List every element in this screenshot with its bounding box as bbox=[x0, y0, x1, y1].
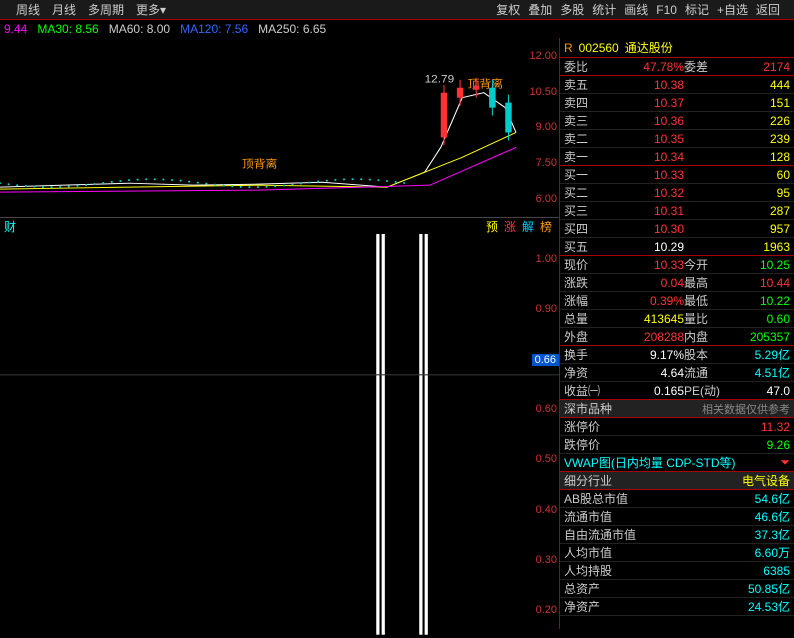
info-row: 财 预涨解榜 bbox=[0, 218, 559, 234]
menu-item[interactable]: 标记 bbox=[685, 3, 709, 17]
menu-item[interactable]: 周线 bbox=[16, 3, 40, 17]
industry-header: 细分行业电气设备 bbox=[560, 472, 794, 490]
menu-item[interactable]: 叠加 bbox=[528, 3, 552, 17]
bid-row: 买四10.30957 bbox=[560, 220, 794, 238]
ask-row: 卖三10.36226 bbox=[560, 112, 794, 130]
axis-tick: 0.60 bbox=[536, 403, 557, 415]
ask-row: 卖一10.34128 bbox=[560, 148, 794, 166]
limit-row: 跌停价9.26 bbox=[560, 436, 794, 454]
menu-item[interactable]: 画线 bbox=[624, 3, 648, 17]
axis-tick: 0.30 bbox=[536, 554, 557, 566]
volume-chart[interactable]: 1.000.900.800.600.500.400.300.20 0.66 bbox=[0, 234, 559, 635]
bid-row: 买三10.31287 bbox=[560, 202, 794, 220]
axis-tick: 1.00 bbox=[536, 253, 557, 265]
ask-row: 卖四10.37151 bbox=[560, 94, 794, 112]
axis-tick: 9.00 bbox=[529, 121, 557, 133]
axis-tick: 0.20 bbox=[536, 604, 557, 616]
axis-tick: 12.00 bbox=[529, 50, 557, 62]
svg-text:12.79: 12.79 bbox=[425, 74, 455, 86]
cap-row: AB股总市值54.6亿 bbox=[560, 490, 794, 508]
stat-row: 换手9.17%股本5.29亿 bbox=[560, 346, 794, 364]
top-menu: 周线月线多周期更多▾ 复权叠加多股统计画线 F10 标记 +自选返回 bbox=[0, 0, 794, 20]
ask-row: 卖五10.38444 bbox=[560, 76, 794, 94]
axis-tick: 0.50 bbox=[536, 453, 557, 465]
bid-row: 买五10.291963 bbox=[560, 238, 794, 256]
bid-row: 买二10.3295 bbox=[560, 184, 794, 202]
price-chart[interactable]: 12.79顶背离顶背离 12.0010.509.007.506.00 bbox=[0, 38, 559, 218]
info-tag[interactable]: 榜 bbox=[540, 220, 552, 234]
stat-row: 涨跌0.04最高10.44 bbox=[560, 274, 794, 292]
ma-value: MA60: 8.00 bbox=[109, 22, 170, 36]
bid-row: 买一10.3360 bbox=[560, 166, 794, 184]
cap-row: 净资产24.53亿 bbox=[560, 598, 794, 616]
axis-tick: 6.00 bbox=[529, 193, 557, 205]
svg-text:顶背离: 顶背离 bbox=[468, 77, 503, 90]
cap-row: 总资产50.85亿 bbox=[560, 580, 794, 598]
axis-tick: 10.50 bbox=[529, 86, 557, 98]
info-tag[interactable]: 涨 bbox=[504, 220, 516, 234]
ma-value: 9.44 bbox=[4, 22, 27, 36]
menu-item[interactable]: 更多▾ bbox=[136, 3, 166, 17]
ma-indicators: 9.44 MA30: 8.56 MA60: 8.00 MA120: 7.56 MA250… bbox=[0, 20, 794, 38]
quote-panel: R 002560 通达股份 委比 47.78% 委差 2174 卖五10.384… bbox=[560, 38, 794, 629]
menu-item[interactable]: +自选 bbox=[717, 3, 748, 17]
cap-row: 流通市值46.6亿 bbox=[560, 508, 794, 526]
stat-row: 总量413645量比0.60 bbox=[560, 310, 794, 328]
menu-item[interactable]: 多周期 bbox=[88, 3, 124, 17]
info-tag[interactable]: 解 bbox=[522, 220, 534, 234]
stat-row: 净资4.64流通4.51亿 bbox=[560, 364, 794, 382]
cap-row: 人均市值6.60万 bbox=[560, 544, 794, 562]
menu-item[interactable]: F10 bbox=[656, 3, 677, 17]
stat-row: 外盘208288内盘205357 bbox=[560, 328, 794, 346]
stat-row: 收益㈠0.165PE(动)47.0 bbox=[560, 382, 794, 400]
ask-row: 卖二10.35239 bbox=[560, 130, 794, 148]
stat-row: 涨幅0.39%最低10.22 bbox=[560, 292, 794, 310]
svg-text:顶背离: 顶背离 bbox=[242, 157, 277, 170]
stat-row: 现价10.33今开10.25 bbox=[560, 256, 794, 274]
value-badge: 0.66 bbox=[532, 354, 559, 366]
sz-header: 深市品种相关数据仅供参考 bbox=[560, 400, 794, 418]
limit-row: 涨停价11.32 bbox=[560, 418, 794, 436]
cap-row: 自由流通市值37.3亿 bbox=[560, 526, 794, 544]
menu-item[interactable]: 月线 bbox=[52, 3, 76, 17]
stock-header: R 002560 通达股份 bbox=[560, 38, 794, 58]
axis-tick: 7.50 bbox=[529, 157, 557, 169]
ma-value: MA250: 6.65 bbox=[258, 22, 326, 36]
ma-value: MA30: 8.56 bbox=[37, 22, 98, 36]
cap-row: 人均持股6385 bbox=[560, 562, 794, 580]
menu-item[interactable]: 返回 bbox=[756, 3, 780, 17]
menu-item[interactable]: 多股 bbox=[560, 3, 584, 17]
axis-tick: 0.40 bbox=[536, 504, 557, 516]
menu-item[interactable]: 复权 bbox=[496, 3, 520, 17]
ma-value: MA120: 7.56 bbox=[180, 22, 248, 36]
menu-item[interactable]: 统计 bbox=[592, 3, 616, 17]
info-tag[interactable]: 预 bbox=[486, 220, 498, 234]
axis-tick: 0.90 bbox=[536, 303, 557, 315]
